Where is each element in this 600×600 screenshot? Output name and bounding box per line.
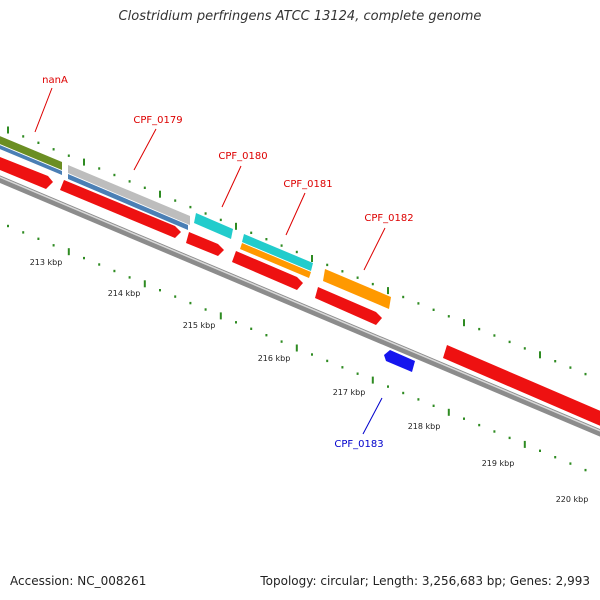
red-cds-2 — [60, 180, 181, 238]
CPF_0180-leader — [221, 165, 242, 208]
gene-label-CPF_0182: CPF_0182 — [364, 213, 413, 224]
blue-cds-0183 — [384, 350, 415, 372]
gene-label-nanA: nanA — [42, 75, 68, 86]
genome-title: Clostridium perfringens ATCC 13124, comp… — [118, 9, 482, 24]
kbp-label: 215 kbp — [183, 321, 216, 330]
kbp-label: 217 kbp — [333, 388, 366, 397]
kbp-label: 219 kbp — [482, 459, 515, 468]
CPF_0182-leader — [363, 227, 386, 271]
genome-summary-text: Topology: circular; Length: 3,256,683 bp… — [260, 574, 590, 588]
blue-feature-a — [0, 145, 62, 175]
red-cds-6 — [443, 345, 600, 426]
cyan-feature-0181 — [242, 234, 313, 271]
upper-tick-track — [7, 126, 587, 376]
gene-label-CPF_0180: CPF_0180 — [218, 151, 267, 162]
kbp-label: 218 kbp — [408, 422, 441, 431]
orange-feature-0182 — [323, 269, 391, 309]
gray-feature — [68, 165, 190, 225]
CPF_0181-leader — [285, 192, 306, 236]
nanA-leader — [34, 87, 53, 133]
gene-label-CPF_0183: CPF_0183 — [334, 439, 383, 450]
genome-backbone — [0, 175, 600, 437]
kbp-label: 220 kbp — [556, 495, 589, 504]
kbp-label-group: 213 kbp 214 kbp 215 kbp 216 kbp 217 kbp 218 k… — [30, 258, 589, 504]
CPF_0183-leader — [362, 397, 383, 435]
red-cds-1 — [0, 156, 53, 189]
CPF_0179-leader — [133, 128, 157, 171]
blue-feature-b — [68, 174, 188, 230]
kbp-label: 216 kbp — [258, 354, 291, 363]
red-cds-5 — [315, 287, 382, 325]
genome-backbone-highlight — [0, 176, 600, 432]
orange-feature-0181 — [240, 243, 311, 278]
red-cds-4 — [232, 251, 303, 290]
lower-tick-track — [7, 224, 587, 472]
kbp-label: 213 kbp — [30, 258, 63, 267]
kbp-label: 214 kbp — [108, 289, 141, 298]
gene-label-CPF_0181: CPF_0181 — [283, 179, 332, 190]
cyan-feature-0180 — [194, 213, 233, 239]
accession-text: Accession: NC_008261 — [10, 574, 147, 588]
gene-label-CPF_0179: CPF_0179 — [133, 115, 182, 126]
olive-feature — [0, 136, 62, 170]
red-cds-3 — [186, 232, 224, 256]
